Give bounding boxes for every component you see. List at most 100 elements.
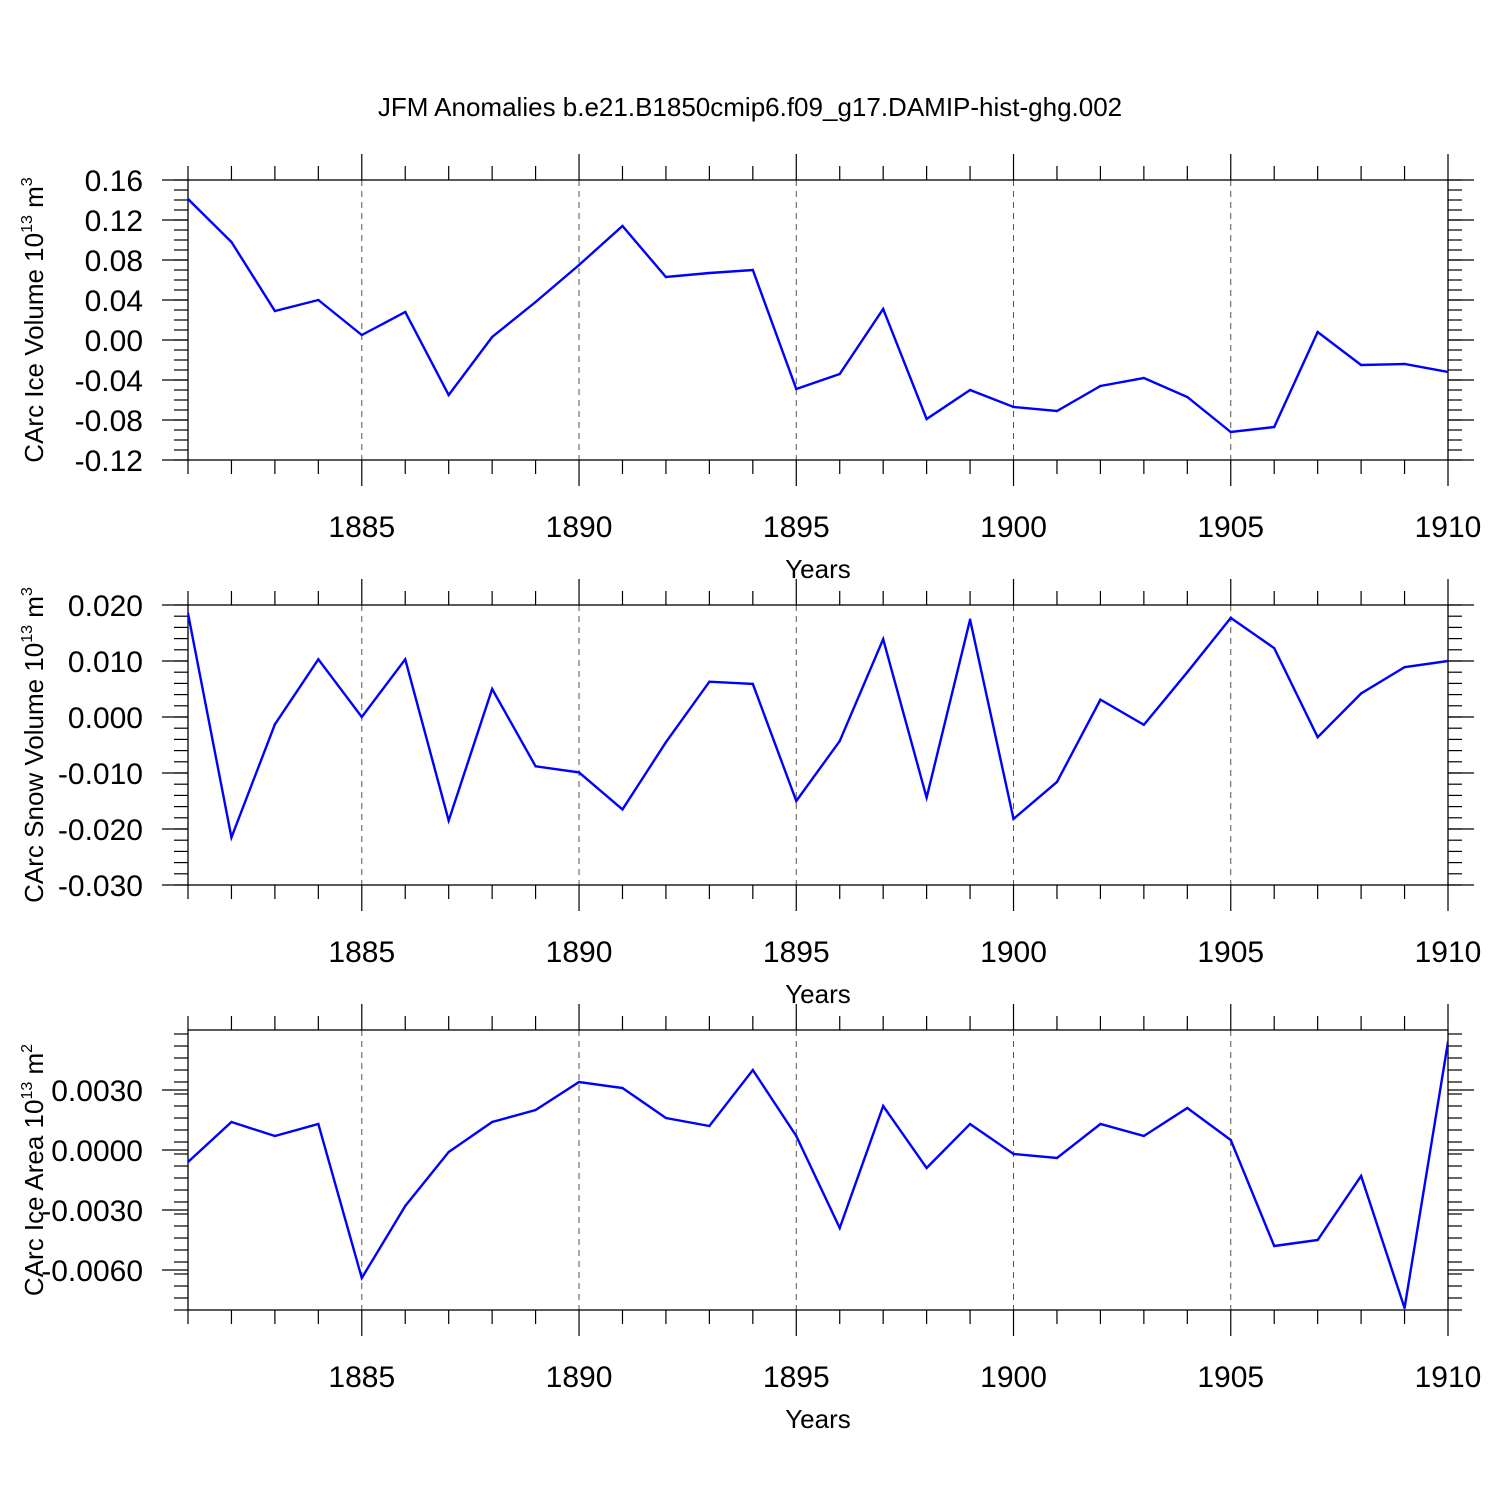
- y-axis-title-main: CArc Ice Area 10: [19, 1100, 49, 1297]
- data-point: [273, 723, 277, 726]
- y-tick-label: 0.16: [85, 165, 143, 198]
- data-point: [708, 1124, 711, 1128]
- series-line-1: [188, 198, 1448, 434]
- data-point: [534, 300, 537, 304]
- y-axis-title-unit: m: [19, 186, 49, 215]
- plot-frame: [187, 604, 1449, 886]
- y-tick-label: 0.010: [68, 646, 143, 679]
- data-point: [188, 197, 190, 201]
- chart-title: JFM Anomalies b.e21.B1850cmip6.f09_g17.D…: [378, 92, 1122, 122]
- x-tick-label: 1900: [980, 511, 1047, 544]
- x-tick-label: 1910: [1415, 1361, 1482, 1394]
- data-point: [1446, 1040, 1448, 1044]
- y-tick-label: 0.0000: [51, 1135, 143, 1168]
- data-point: [708, 271, 711, 275]
- x-tick-label: 1890: [546, 1361, 613, 1394]
- x-axis-title: Years: [785, 1404, 851, 1434]
- data-point: [795, 799, 798, 803]
- data-point: [447, 1150, 450, 1154]
- data-point: [795, 1134, 798, 1138]
- data-point: [1316, 1238, 1319, 1242]
- x-tick-label: 1910: [1415, 936, 1482, 969]
- data-point: [925, 1166, 928, 1170]
- y-axis-title-unit-exp: 2: [19, 1044, 36, 1053]
- y-axis-title: CArc Ice Area 1013 m2: [19, 1044, 49, 1296]
- y-axis-title-exp: 13: [19, 1082, 36, 1100]
- data-point: [925, 417, 928, 421]
- x-tick-label: 1890: [546, 936, 613, 969]
- data-point: [881, 307, 885, 311]
- data-point: [273, 1134, 277, 1138]
- data-point: [1012, 1152, 1015, 1156]
- data-point: [838, 372, 841, 376]
- y-tick-label: 0.04: [85, 285, 143, 318]
- data-point: [447, 819, 450, 822]
- x-tick-label: 1885: [328, 936, 395, 969]
- y-tick-label: -0.010: [58, 758, 143, 791]
- y-tick-label: 0.000: [68, 702, 143, 735]
- data-point: [1273, 646, 1276, 650]
- y-axis-title-main: CArc Ice Volume 10: [19, 233, 49, 463]
- x-axis-title: Years: [785, 979, 851, 1009]
- data-point: [404, 658, 407, 661]
- data-point: [968, 1122, 972, 1126]
- data-point: [1142, 376, 1146, 380]
- data-point: [1359, 363, 1363, 367]
- data-point: [577, 771, 581, 774]
- data-point: [1142, 1134, 1146, 1138]
- x-tick-label: 1885: [328, 511, 395, 544]
- x-tick-label: 1905: [1197, 1361, 1264, 1394]
- chart-panels: -0.12 -0.08 -0.04 0.00 0.04 0.08 0.12 0.16 1885 1…: [19, 154, 1481, 1434]
- data-point: [360, 1276, 363, 1280]
- x-tick-label: 1895: [763, 511, 830, 544]
- series-line-1: [188, 1041, 1448, 1309]
- y-axis-title-unit: m: [19, 596, 49, 625]
- data-point: [1186, 671, 1189, 674]
- data-point: [273, 309, 277, 313]
- data-point: [1055, 780, 1059, 784]
- x-axis-title: Years: [785, 554, 851, 584]
- data-point: [490, 335, 494, 339]
- y-tick-label: -0.020: [58, 814, 143, 847]
- data-point: [1273, 425, 1276, 429]
- data-point: [1142, 723, 1146, 727]
- y-tick-label: 0.08: [85, 245, 143, 278]
- y-axis-title-exp: 13: [19, 625, 36, 643]
- data-point: [664, 1116, 668, 1120]
- data-point: [1403, 665, 1406, 669]
- data-point: [1055, 409, 1059, 413]
- data-point: [1099, 384, 1102, 388]
- data-point: [1055, 1156, 1059, 1160]
- data-point: [230, 836, 233, 839]
- data-point: [1099, 1122, 1102, 1126]
- x-tick-label: 1910: [1415, 511, 1482, 544]
- y-tick-label: 0.020: [68, 590, 143, 623]
- data-point: [968, 618, 972, 621]
- data-point: [1359, 1174, 1363, 1178]
- y-axis-title-exp: 13: [19, 215, 36, 233]
- data-point: [534, 765, 537, 768]
- x-tick-label: 1905: [1197, 511, 1264, 544]
- data-point: [317, 1122, 320, 1126]
- data-point: [1273, 1244, 1276, 1248]
- y-axis-title-unit-exp: 3: [19, 587, 36, 596]
- data-point: [404, 1204, 407, 1208]
- data-point: [317, 298, 320, 302]
- y-tick-label: -0.030: [58, 870, 143, 903]
- data-point: [360, 715, 363, 719]
- data-point: [447, 393, 450, 397]
- data-point: [188, 1160, 190, 1164]
- data-point: [838, 1226, 841, 1230]
- data-point: [534, 1108, 537, 1112]
- data-point: [360, 333, 363, 337]
- data-point: [838, 739, 841, 743]
- data-point: [1229, 616, 1232, 620]
- data-point: [621, 1086, 624, 1090]
- x-tick-label: 1895: [763, 1361, 830, 1394]
- data-point: [751, 682, 755, 686]
- x-tick-label: 1895: [763, 936, 830, 969]
- y-tick-label: 0.12: [85, 205, 143, 238]
- y-axis-title: CArc Ice Volume 1013 m3: [19, 177, 49, 462]
- data-point: [188, 612, 190, 615]
